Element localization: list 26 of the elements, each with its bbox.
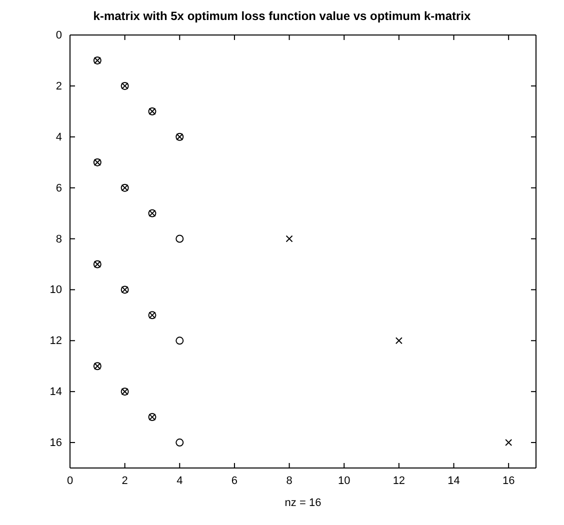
y-tick-label: 14 (50, 386, 62, 398)
point (176, 438, 184, 447)
point (286, 235, 293, 242)
point (505, 439, 512, 446)
x-tick-label: 4 (176, 474, 183, 487)
x-tick-label: 16 (502, 474, 515, 487)
x-tick-label: 6 (231, 474, 238, 487)
y-tick-label: 2 (56, 80, 62, 92)
x-tick-label: 8 (286, 474, 292, 487)
x-tick-label: 2 (122, 474, 128, 487)
point (176, 336, 184, 345)
y-tick-label: 6 (56, 182, 62, 194)
point (395, 337, 402, 344)
x-axis-title: nz = 16 (284, 497, 322, 509)
y-tick-label: 0 (56, 30, 62, 42)
x-tick-label: 10 (338, 474, 350, 487)
y-tick-label: 16 (50, 437, 62, 450)
chart-title: k-matrix with 5x optimum loss function value vs optimum k-matrix (93, 9, 472, 23)
y-tick-label: 8 (56, 233, 62, 246)
y-tick-label: 12 (50, 335, 62, 348)
x-tick-label: 12 (392, 474, 406, 487)
x-tick-label: 0 (66, 474, 74, 487)
y-tick-label: 10 (50, 284, 62, 296)
x-tick-label: 14 (448, 474, 460, 487)
point (176, 234, 184, 243)
y-tick-label: 4 (56, 131, 62, 144)
